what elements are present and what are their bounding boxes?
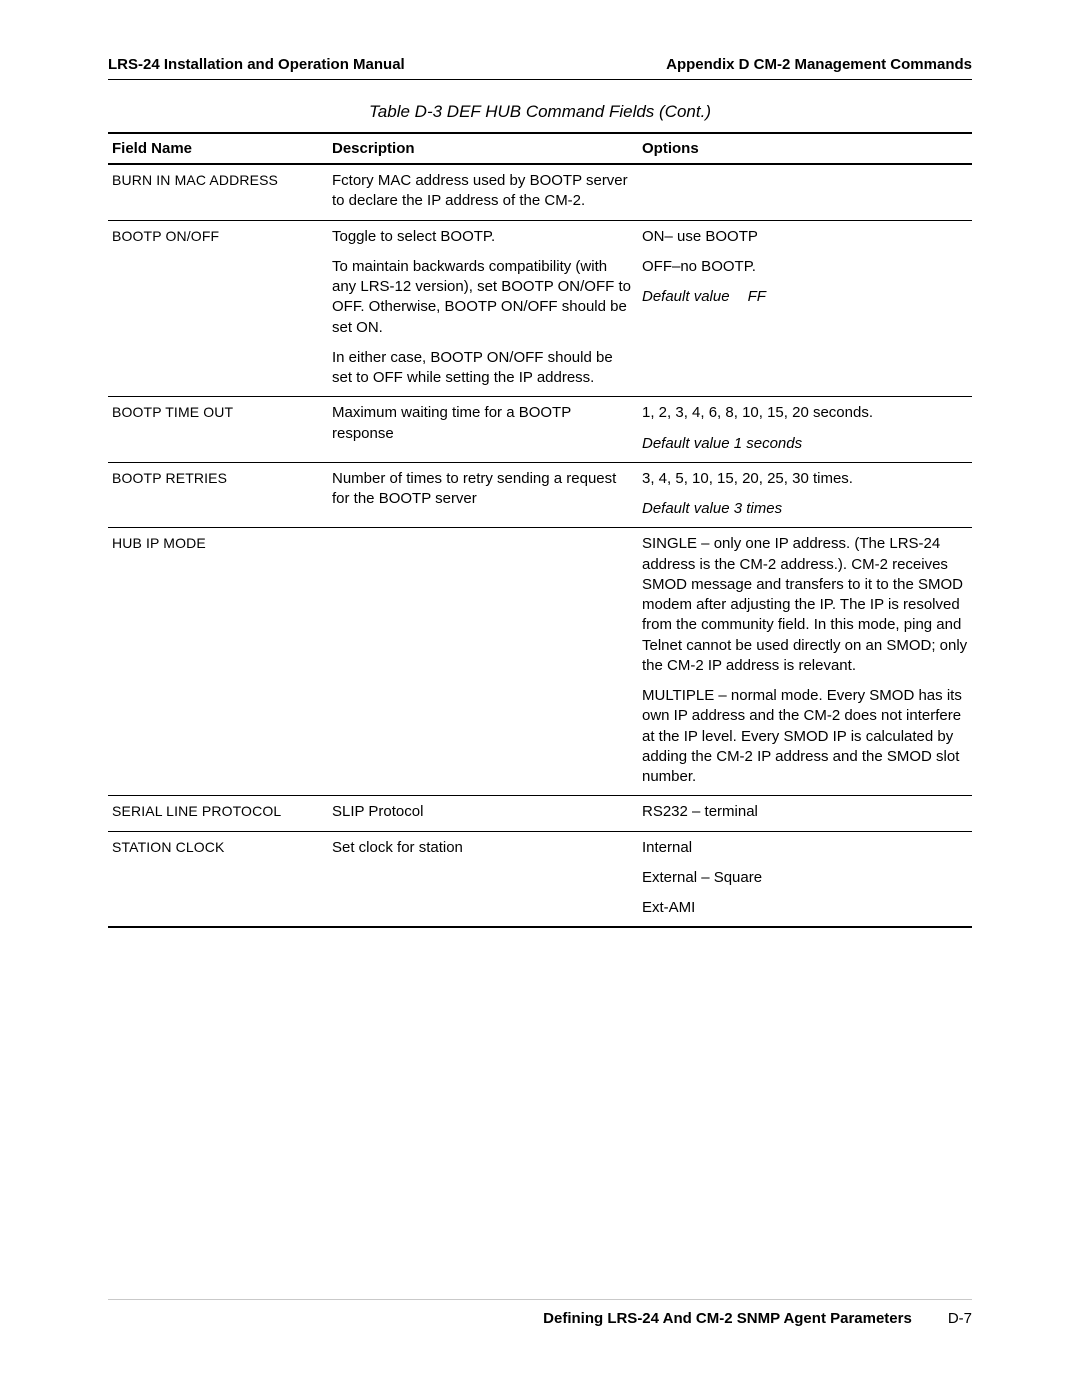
desc-para: To maintain backwards compatibility (wit…: [332, 257, 634, 338]
opts-para: 1, 2, 3, 4, 6, 8, 10, 15, 20 seconds.: [642, 403, 968, 423]
opts-para: Internal: [642, 838, 968, 858]
header-right: Appendix D CM-2 Management Commands: [666, 56, 972, 73]
opts-para: 3, 4, 5, 10, 15, 20, 25, 30 times.: [642, 469, 968, 489]
opts-para: OFF–no BOOTP.: [642, 257, 968, 277]
page-header: LRS-24 Installation and Operation Manual…: [108, 56, 972, 80]
page: LRS-24 Installation and Operation Manual…: [0, 0, 1080, 1397]
cell-desc: SLIP Protocol: [328, 796, 638, 831]
cell-field: BOOTP ON/OFF: [108, 220, 328, 397]
footer-page-number: D-7: [948, 1310, 972, 1327]
command-fields-table: Field Name Description Options BURN IN M…: [108, 132, 972, 926]
cell-field: HUB IP MODE: [108, 528, 328, 796]
table-caption: Table D-3 DEF HUB Command Fields (Cont.): [108, 102, 972, 122]
table-row: STATION CLOCK Set clock for station Inte…: [108, 831, 972, 926]
cell-desc: Toggle to select BOOTP. To maintain back…: [328, 220, 638, 397]
cell-opts: [638, 164, 972, 220]
cell-opts: 3, 4, 5, 10, 15, 20, 25, 30 times. Defau…: [638, 462, 972, 528]
opts-para: MULTIPLE – normal mode. Every SMOD has i…: [642, 686, 968, 787]
opts-para: Ext-AMI: [642, 898, 968, 918]
cell-desc: Fctory MAC address used by BOOTP server …: [328, 164, 638, 220]
opts-para: ON– use BOOTP: [642, 227, 968, 247]
cell-desc: Maximum waiting time for a BOOTP respons…: [328, 397, 638, 463]
table-row: BOOTP RETRIES Number of times to retry s…: [108, 462, 972, 528]
cell-opts: SINGLE – only one IP address. (The LRS-2…: [638, 528, 972, 796]
opts-default: Default value FF: [642, 287, 968, 307]
opts-para: External – Square: [642, 868, 968, 888]
cell-field: BURN IN MAC ADDRESS: [108, 164, 328, 220]
cell-opts: ON– use BOOTP OFF–no BOOTP. Default valu…: [638, 220, 972, 397]
col-description: Description: [328, 133, 638, 164]
opts-default: Default value 3 times: [642, 499, 968, 519]
cell-desc: [328, 528, 638, 796]
cell-opts: 1, 2, 3, 4, 6, 8, 10, 15, 20 seconds. De…: [638, 397, 972, 463]
cell-field: SERIAL LINE PROTOCOL: [108, 796, 328, 831]
opts-para: SINGLE – only one IP address. (The LRS-2…: [642, 534, 968, 676]
desc-para: In either case, BOOTP ON/OFF should be s…: [332, 348, 634, 389]
cell-field: STATION CLOCK: [108, 831, 328, 926]
cell-opts: RS232 – terminal: [638, 796, 972, 831]
cell-desc: Number of times to retry sending a reque…: [328, 462, 638, 528]
table-row: HUB IP MODE SINGLE – only one IP address…: [108, 528, 972, 796]
cell-field: BOOTP TIME OUT: [108, 397, 328, 463]
desc-para: Toggle to select BOOTP.: [332, 227, 634, 247]
table-header-row: Field Name Description Options: [108, 133, 972, 164]
table-row: BOOTP ON/OFF Toggle to select BOOTP. To …: [108, 220, 972, 397]
header-product: LRS-24: [108, 56, 164, 73]
header-left: LRS-24 Installation and Operation Manual: [108, 56, 405, 73]
default-label: Default value: [642, 288, 730, 305]
cell-opts: Internal External – Square Ext-AMI: [638, 831, 972, 926]
table-row: SERIAL LINE PROTOCOL SLIP Protocol RS232…: [108, 796, 972, 831]
opts-default: Default value 1 seconds: [642, 434, 968, 454]
cell-desc: Set clock for station: [328, 831, 638, 926]
header-doc: Installation and Operation Manual: [164, 56, 405, 73]
table-row: BOOTP TIME OUT Maximum waiting time for …: [108, 397, 972, 463]
table-row: BURN IN MAC ADDRESS Fctory MAC address u…: [108, 164, 972, 220]
page-footer: Defining LRS-24 And CM-2 SNMP Agent Para…: [108, 1299, 972, 1327]
table-end-rule: [108, 926, 972, 928]
col-field-name: Field Name: [108, 133, 328, 164]
footer-section-title: Defining LRS-24 And CM-2 SNMP Agent Para…: [543, 1310, 912, 1327]
cell-field: BOOTP RETRIES: [108, 462, 328, 528]
col-options: Options: [638, 133, 972, 164]
default-value: FF: [748, 288, 766, 305]
